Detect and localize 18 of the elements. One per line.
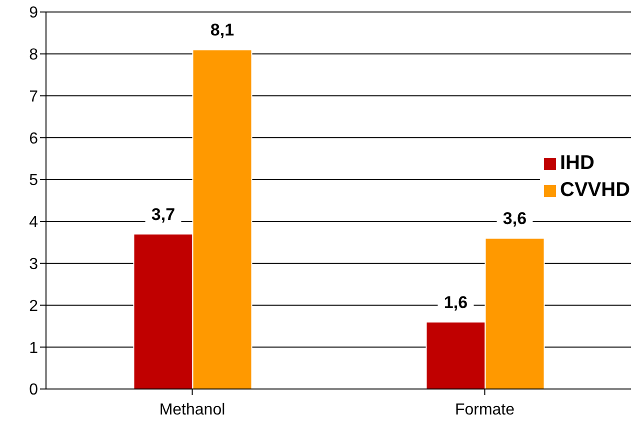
y-tick-label: 0	[29, 382, 38, 399]
data-label: 1,6	[444, 292, 468, 312]
y-tick-label: 9	[29, 4, 38, 22]
data-label: 3,7	[151, 205, 176, 224]
x-tick-label: Methanol	[159, 401, 226, 418]
y-tick-label: 3	[29, 256, 38, 274]
y-tick-label: 7	[29, 88, 38, 106]
y-tick-label: 4	[29, 214, 38, 232]
legend-label: IHD	[560, 152, 594, 175]
data-label: 3,6	[502, 209, 527, 228]
x-tick-label: Formate	[454, 401, 515, 418]
legend-label: CVVHD	[560, 179, 630, 202]
y-tick-label: 6	[29, 130, 38, 148]
y-tick-label: 8	[29, 46, 38, 64]
y-tick-label: 5	[29, 172, 38, 190]
y-tick-label: 2	[29, 298, 38, 315]
y-tick-label: 1	[29, 340, 38, 357]
data-label: 8,1	[210, 20, 234, 40]
